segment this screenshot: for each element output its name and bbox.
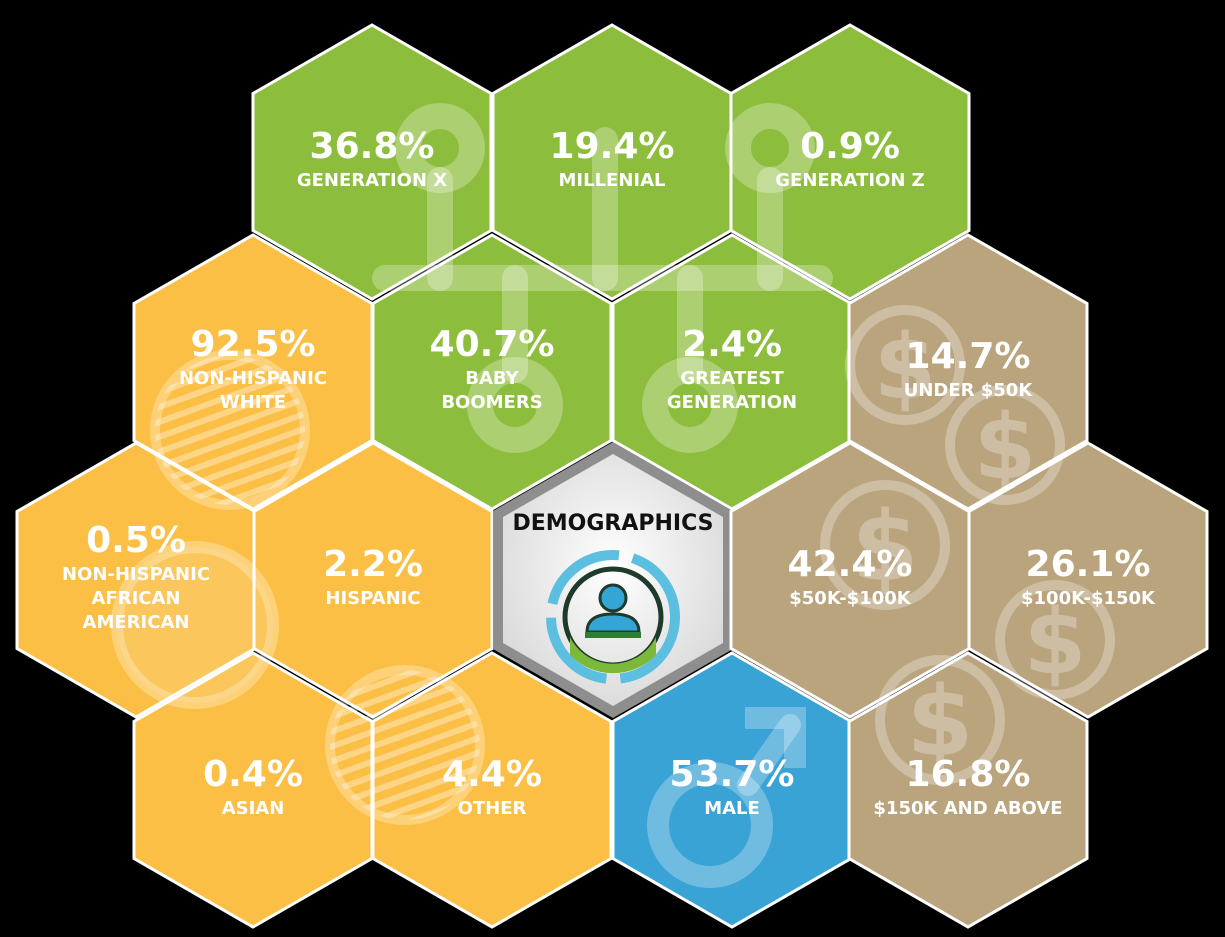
label-boomers-0: BABY [465, 368, 519, 389]
value-50k-100k: 42.4% [788, 544, 913, 585]
label-asian-0: ASIAN [222, 798, 285, 819]
label-nh-african-american-2: AMERICAN [83, 612, 190, 633]
demographics-person-icon [546, 550, 680, 684]
value-greatest: 2.4% [682, 324, 782, 365]
dollar-glyphs: $ $ $ $ $ [852, 315, 1087, 778]
label-under-50k-0: UNDER $50K [904, 380, 1034, 401]
label-150k-above-0: $150K AND ABOVE [873, 798, 1062, 819]
label-hispanic-0: HISPANIC [325, 588, 420, 609]
ethnicity-disc-icon [111, 350, 485, 825]
value-gen-x: 36.8% [310, 126, 435, 167]
label-100k-150k-0: $100K-$150K [1021, 588, 1156, 609]
svg-text:$: $ [1024, 590, 1087, 695]
male-symbol-icon [647, 707, 806, 888]
label-gen-z-0: GENERATION Z [775, 170, 924, 191]
center-title: DEMOGRAPHICS [512, 511, 713, 536]
svg-text:$: $ [874, 315, 937, 420]
hex-boomers [371, 233, 613, 511]
svg-text:$: $ [852, 491, 919, 603]
hex-gen-x [251, 23, 493, 301]
decor-layer: $ $ $ $ $ [111, 103, 1115, 888]
value-nh-white: 92.5% [191, 324, 316, 365]
value-asian: 0.4% [203, 754, 303, 795]
hex-layer [15, 23, 1209, 929]
label-50k-100k-0: $50K-$100K [789, 588, 912, 609]
hex-100k-150k [967, 441, 1209, 719]
label-millenial-0: MILLENIAL [558, 170, 665, 191]
label-nh-african-american-0: NON-HISPANIC [62, 564, 210, 585]
value-100k-150k: 26.1% [1026, 544, 1151, 585]
label-male-0: MALE [704, 798, 760, 819]
value-hispanic: 2.2% [323, 544, 423, 585]
value-millenial: 19.4% [550, 126, 675, 167]
label-boomers-1: BOOMERS [441, 392, 542, 413]
label-other-0: OTHER [458, 798, 527, 819]
value-under-50k: 14.7% [906, 336, 1031, 377]
label-gen-x-0: GENERATION X [297, 170, 447, 191]
label-greatest-0: GREATEST [680, 368, 784, 389]
svg-text:$: $ [907, 666, 974, 778]
family-tree-icon [372, 103, 833, 453]
hex-gen-z [729, 23, 971, 301]
svg-text:$: $ [974, 395, 1037, 500]
value-male: 53.7% [670, 754, 795, 795]
hex-under-50k [847, 233, 1089, 511]
text-layer: 36.8% GENERATION X 19.4% MILLENIAL 0.9% GENER… [62, 126, 1156, 819]
dollar-coin-icon [820, 305, 1115, 785]
label-nh-white-0: NON-HISPANIC [179, 368, 327, 389]
value-nh-african-american: 0.5% [86, 520, 186, 561]
value-other: 4.4% [442, 754, 542, 795]
hex-150k-above [847, 651, 1089, 929]
value-boomers: 40.7% [430, 324, 555, 365]
label-nh-white-1: WHITE [220, 392, 286, 413]
value-gen-z: 0.9% [800, 126, 900, 167]
label-greatest-1: GENERATION [667, 392, 797, 413]
value-150k-above: 16.8% [906, 754, 1031, 795]
label-nh-african-american-1: AFRICAN [92, 588, 181, 609]
